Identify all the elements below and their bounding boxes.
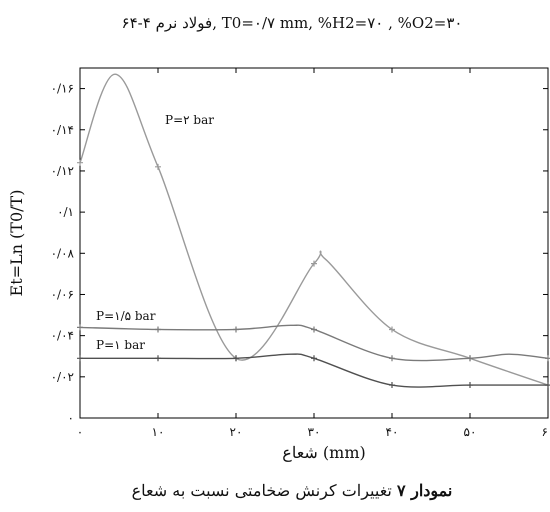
x-tick-label: ۰	[77, 425, 83, 439]
y-tick-label: ۰/۱۴	[51, 123, 74, 137]
x-axis-ticks: ۰ ۱۰ ۲۰ ۳۰ ۴۰ ۵۰ ۶۰	[77, 68, 550, 439]
series-label-2: P=۱/۵ bar	[96, 309, 156, 323]
y-tick-label: ۰/۰۲	[51, 370, 74, 384]
caption-number: نمودار ۷	[396, 481, 452, 501]
x-tick-label: ۲۰	[230, 425, 243, 439]
data-point-marker	[311, 260, 317, 267]
chart-title: فولاد نرم ۴-۶۴, T0=۰/۷ mm, %H2=۷۰ , %O2=…	[122, 14, 463, 32]
series-label-1: P=۲ bar	[165, 113, 214, 127]
series-line-3	[80, 353, 548, 388]
y-tick-label: ۰/۰۴	[51, 329, 74, 343]
plot-frame	[79, 67, 549, 419]
data-point-marker	[77, 159, 83, 166]
y-tick-label: ۰/۱	[57, 205, 74, 219]
series-label-layer: P=۲ bar P=۱/۵ bar P=۱ bar	[96, 113, 214, 352]
data-point-marker	[77, 355, 83, 362]
y-axis-label: Et=Ln (T0/T)	[7, 190, 26, 297]
data-point-marker	[545, 355, 550, 362]
x-tick-label: ۴۰	[386, 425, 399, 439]
data-point-marker	[389, 355, 395, 362]
data-point-marker	[233, 326, 239, 333]
x-tick-label: ۱۰	[152, 425, 165, 439]
data-point-marker	[77, 324, 83, 331]
series-layer	[77, 73, 550, 389]
data-point-marker	[389, 382, 395, 389]
x-tick-label: ۳۰	[308, 425, 321, 439]
y-tick-label: ۰/۱۲	[51, 164, 74, 178]
y-tick-label: ۰/۱۶	[51, 82, 74, 96]
data-point-marker	[155, 355, 161, 362]
data-point-marker	[467, 355, 473, 362]
data-point-marker	[311, 355, 317, 362]
caption-text: تغییرات کرنش ضخامتی نسبت به شعاع	[132, 481, 397, 500]
figure-caption: نمودار ۷ تغییرات کرنش ضخامتی نسبت به شعا…	[132, 481, 453, 501]
data-point-marker	[233, 355, 239, 362]
y-tick-label: ۰/۰۸	[51, 246, 75, 260]
y-axis-ticks: ۰ ۰/۰۲ ۰/۰۴ ۰/۰۶ ۰/۰۸ ۰/۱ ۰/۱۲ ۰/۱۴ ۰/۱۶	[51, 82, 548, 425]
data-point-marker	[467, 382, 473, 389]
series-label-3: P=۱ bar	[96, 338, 145, 352]
data-point-marker	[155, 326, 161, 333]
x-axis-label: شعاع (mm)	[282, 443, 365, 462]
data-point-marker	[155, 163, 161, 170]
data-point-marker	[545, 382, 550, 389]
data-point-marker	[389, 326, 395, 333]
x-tick-label: ۶۰	[542, 425, 550, 439]
y-tick-label: ۰/۰۶	[51, 287, 74, 301]
y-tick-label: ۰	[68, 411, 74, 425]
data-point-marker	[311, 326, 317, 333]
x-tick-label: ۵۰	[464, 425, 477, 439]
series-line-1	[79, 73, 549, 386]
